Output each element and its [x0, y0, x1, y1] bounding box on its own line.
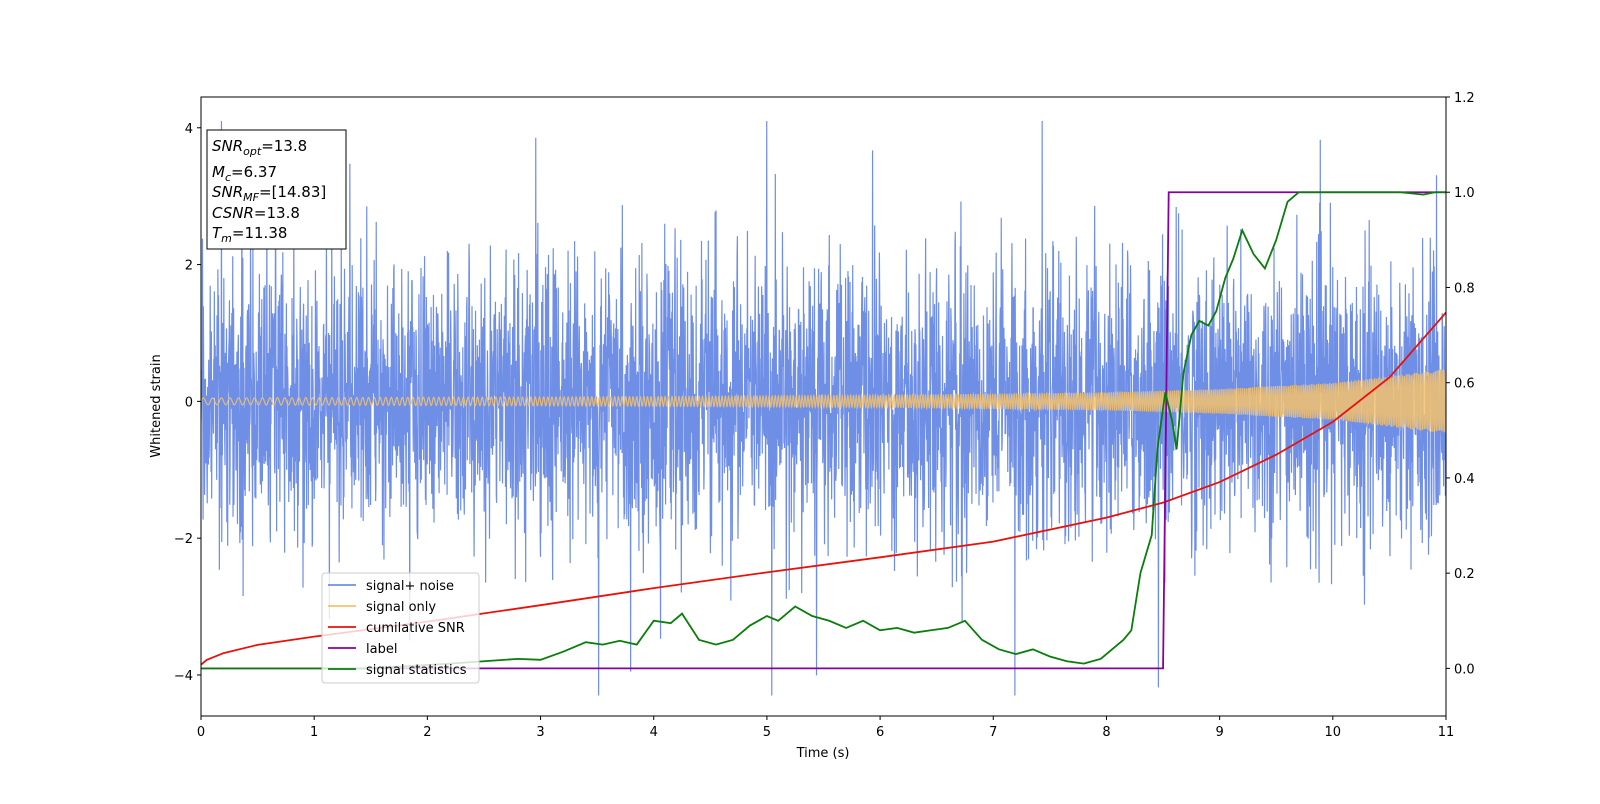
- x-tick-label: 11: [1438, 725, 1455, 740]
- y-axis-label: Whitened strain: [149, 354, 164, 457]
- x-axis-label: Time (s): [796, 746, 850, 761]
- y2-tick-label: 0.4: [1454, 472, 1475, 487]
- y2-tick-label: 0.6: [1454, 377, 1475, 392]
- y-tick-label: 2: [185, 259, 193, 274]
- y2-tick-label: 0.8: [1454, 281, 1475, 296]
- legend-label: label: [366, 642, 397, 657]
- series-signal-statistics-line: [201, 191, 1446, 670]
- plot-frame: [200, 96, 1447, 717]
- legend-label: cumilative SNR: [366, 621, 465, 636]
- annotation-line: CSNR=13.8: [212, 204, 300, 222]
- x-tick-label: 0: [197, 725, 205, 740]
- x-tick-label: 4: [650, 725, 658, 740]
- series-layer: [201, 120, 1446, 696]
- legend-label: signal statistics: [366, 663, 467, 678]
- series-signal-noise-line: [201, 120, 1446, 696]
- y-tick-label: 0: [185, 395, 193, 410]
- annotation-line: SNRMF=[14.83]: [212, 183, 326, 204]
- legend: signal+ noise signal only cumilative SNR la…: [321, 572, 480, 684]
- y-tick-label: 4: [185, 122, 193, 137]
- x-tick-label: 7: [989, 725, 997, 740]
- y2-tick-label: 0.2: [1454, 567, 1475, 582]
- x-tick-label: 10: [1325, 725, 1342, 740]
- legend-label: signal+ noise: [366, 579, 454, 594]
- annotation-line: SNRopt=13.8: [212, 137, 307, 158]
- series-signal-only-line: [201, 369, 1446, 433]
- y-tick-label: −4: [174, 669, 193, 684]
- y2-tick-label: 1.2: [1454, 91, 1475, 106]
- annotation-line: Tm=11.38: [212, 224, 287, 245]
- x-tick-label: 6: [876, 725, 884, 740]
- x-tick-label: 8: [1102, 725, 1110, 740]
- x-tick-label: 2: [423, 725, 431, 740]
- x-tick-label: 5: [763, 725, 771, 740]
- annotation-line: Mc=6.37: [212, 163, 277, 184]
- y2-tick-label: 1.0: [1454, 186, 1475, 201]
- legend-label: signal only: [366, 600, 436, 615]
- axis-layer: 0 1 2 3 4 5 6 7 8 9 10 11 −4 −2 0 2 4 0.0 0.2 0.4 0.6 0.8 1.0 1…: [174, 91, 1475, 740]
- y2-tick-label: 0.0: [1454, 662, 1475, 677]
- x-tick-label: 9: [1215, 725, 1223, 740]
- annotation-box: SNRopt=13.8 Mc=6.37SNRMF=[14.83]CSNR=13.8…: [206, 129, 347, 250]
- series-cumilative-snr-line: [201, 311, 1446, 666]
- y-tick-label: −2: [174, 532, 193, 547]
- x-tick-label: 1: [310, 725, 318, 740]
- x-tick-label: 3: [536, 725, 544, 740]
- annotation-frame: [206, 129, 347, 250]
- legend-frame: [321, 572, 480, 684]
